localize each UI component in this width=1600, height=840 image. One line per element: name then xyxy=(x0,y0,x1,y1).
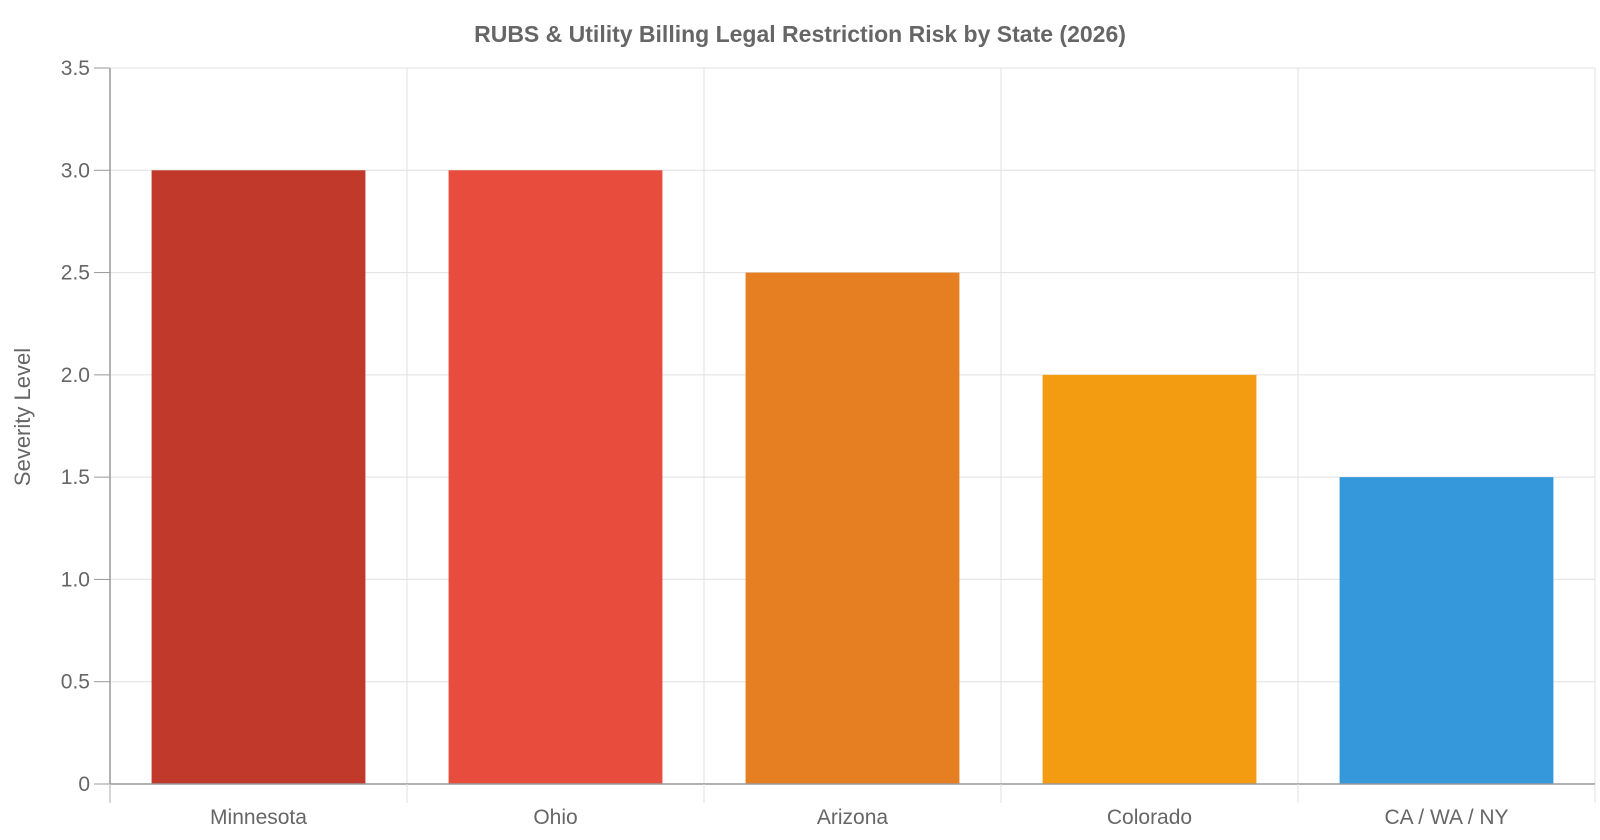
bar-arizona xyxy=(745,272,960,784)
bar-ohio xyxy=(448,170,663,785)
chart-title: RUBS & Utility Billing Legal Restriction… xyxy=(474,21,1126,47)
y-tick-label: 1.0 xyxy=(61,568,90,591)
y-tick-label: 1.5 xyxy=(61,466,90,489)
bar-minnesota xyxy=(151,170,366,785)
y-axis-title: Severity Level xyxy=(10,348,35,486)
x-tick-label: Ohio xyxy=(533,806,577,829)
bar-colorado xyxy=(1042,374,1257,784)
y-tick-label: 2.5 xyxy=(61,262,90,285)
x-tick-label: CA / WA / NY xyxy=(1384,806,1508,829)
x-tick-label: Arizona xyxy=(817,806,889,829)
y-tick-label: 3.5 xyxy=(61,57,90,80)
x-tick-label: Minnesota xyxy=(210,806,307,829)
axes: 0 0.5 1.0 1.5 2.0 2.5 3.0 3.5 Minnesota Ohio Arizo… xyxy=(61,57,1596,829)
bars xyxy=(151,170,1554,785)
y-tick-label: 0.5 xyxy=(61,671,90,694)
y-tick-label: 3.0 xyxy=(61,159,90,182)
x-tick-label: Colorado xyxy=(1107,806,1192,829)
y-tick-label: 0 xyxy=(78,773,90,796)
bar-ca-wa-ny xyxy=(1339,477,1554,784)
y-tick-label: 2.0 xyxy=(61,364,90,387)
